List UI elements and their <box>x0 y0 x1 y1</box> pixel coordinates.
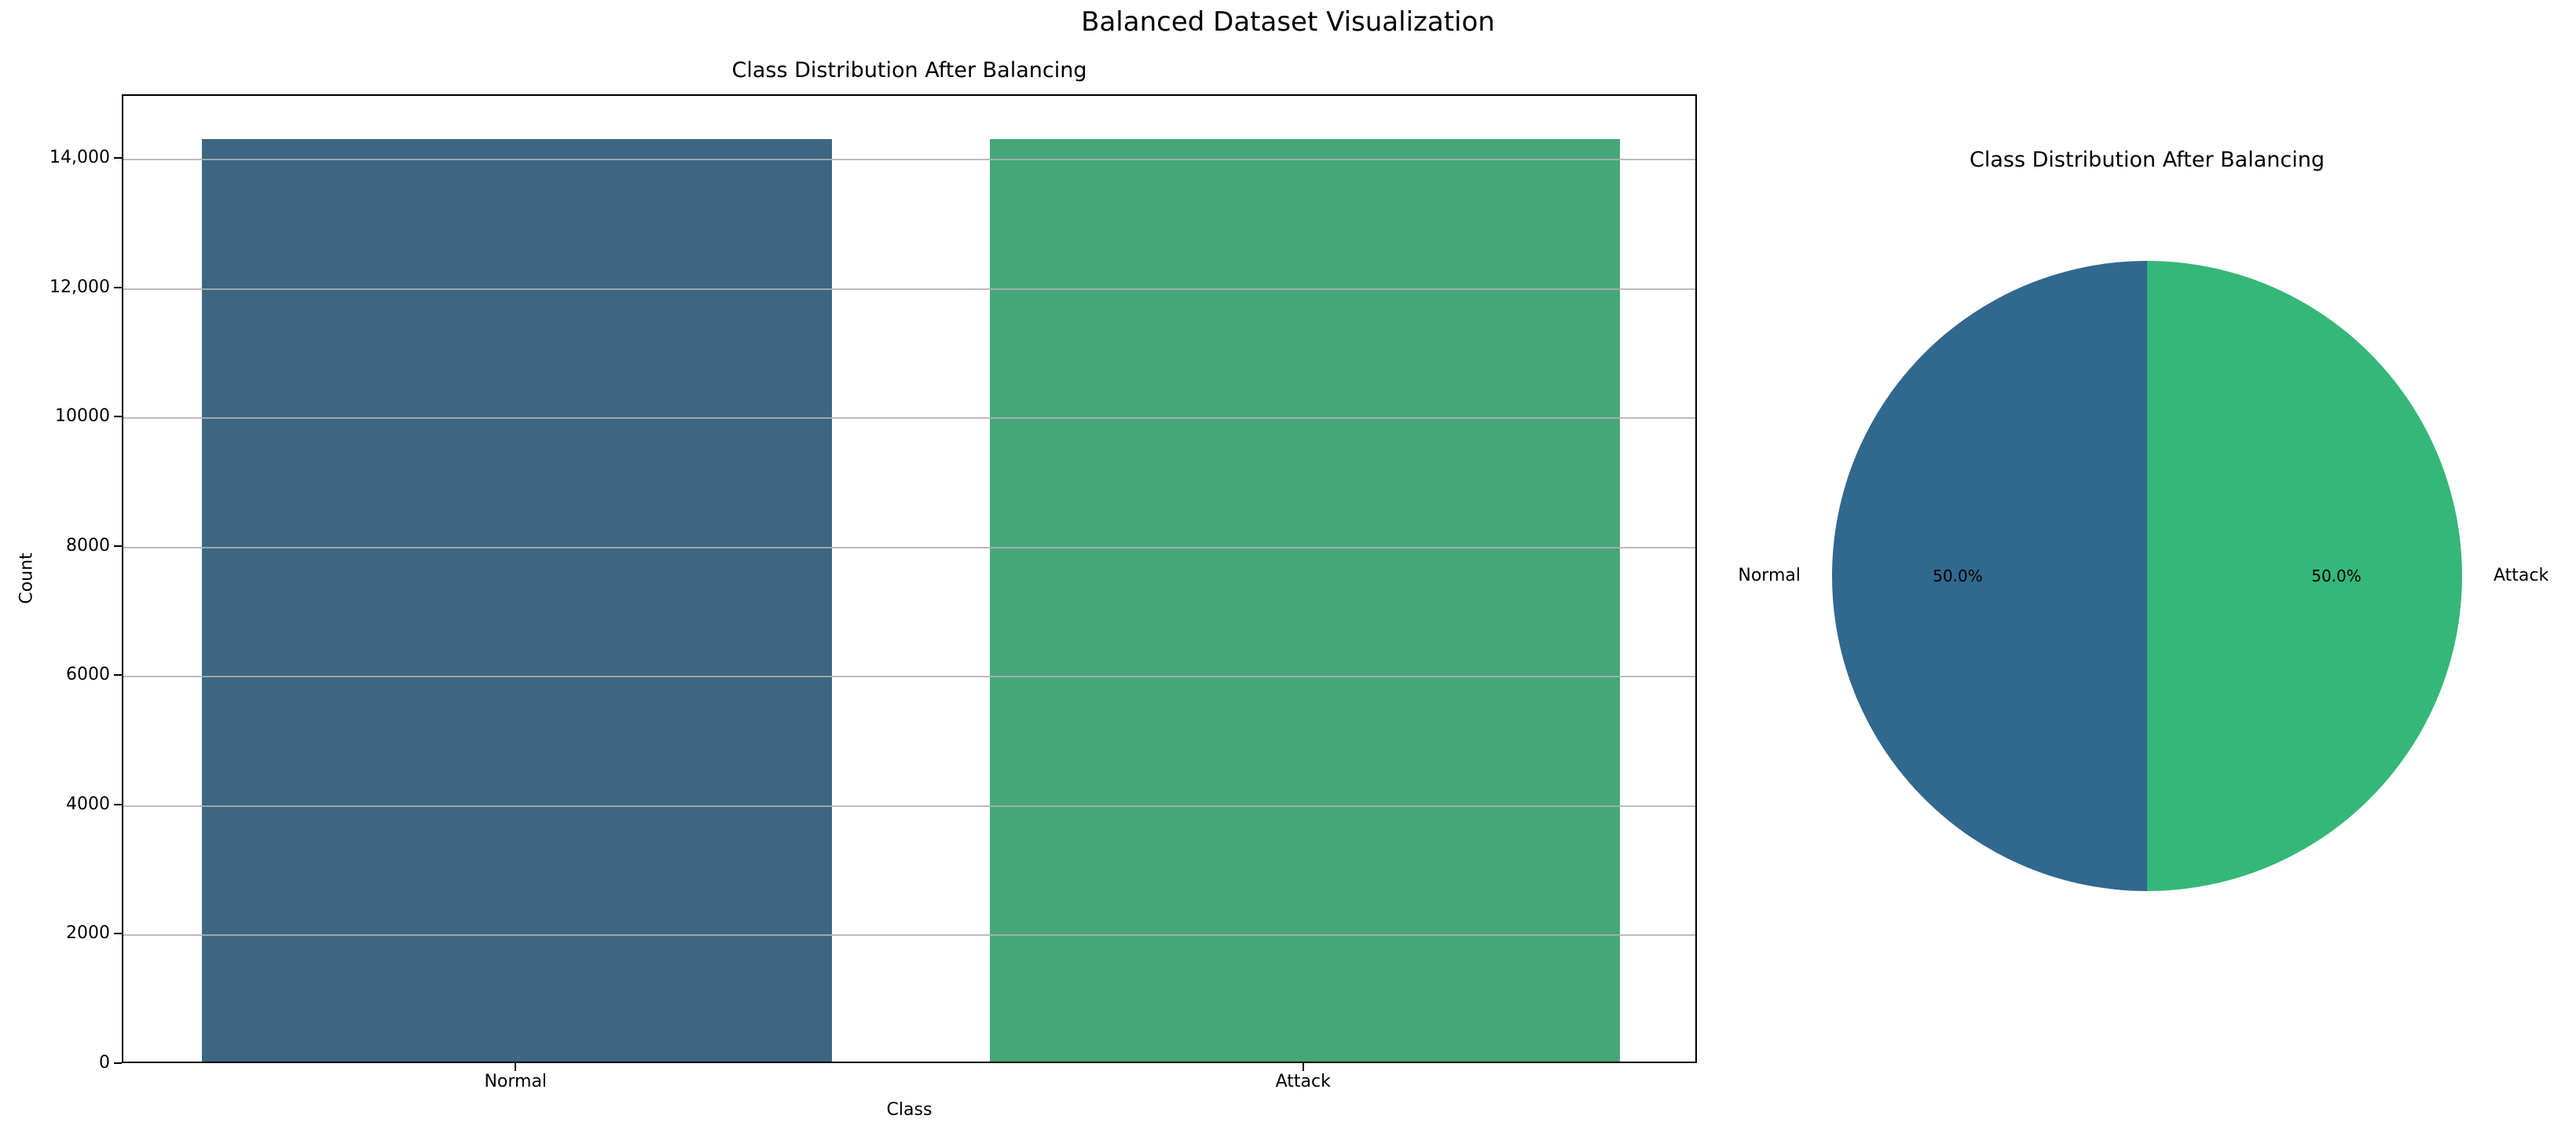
pie-label-normal: Normal <box>1738 566 1801 585</box>
gridline-y <box>123 934 1695 937</box>
y-tick-mark <box>114 674 122 677</box>
figure-suptitle: Balanced Dataset Visualization <box>1081 6 1495 38</box>
bar-chart-ylabel: Count <box>16 552 37 604</box>
y-tick-mark <box>114 157 122 160</box>
y-tick-label: 0 <box>99 1053 110 1073</box>
bar-chart-xlabel: Class <box>886 1100 933 1120</box>
y-tick-label: 8000 <box>66 535 110 556</box>
bar-normal <box>202 139 833 1062</box>
y-tick-label: 2000 <box>66 923 110 944</box>
y-tick-mark <box>114 1062 122 1064</box>
y-tick-label: 14,000 <box>49 148 110 168</box>
gridline-y <box>123 676 1695 678</box>
x-tick-label-normal: Normal <box>484 1072 548 1091</box>
y-tick-label: 6000 <box>66 665 110 685</box>
bar-chart-plot-area <box>122 94 1697 1063</box>
pie-percentage-normal: 50.0% <box>1933 567 1983 585</box>
y-tick-mark <box>114 416 122 418</box>
pie-chart <box>1832 261 2462 891</box>
y-tick-mark <box>114 545 122 547</box>
pie-label-attack: Attack <box>2494 566 2549 585</box>
gridline-y <box>123 546 1695 548</box>
y-tick-label: 4000 <box>66 794 110 814</box>
y-tick-mark <box>114 933 122 935</box>
y-tick-mark <box>114 286 122 288</box>
bar-chart-title: Class Distribution After Balancing <box>731 58 1087 83</box>
pie-percentage-attack: 50.0% <box>2311 567 2362 585</box>
gridline-y <box>123 159 1695 161</box>
x-tick-mark <box>1302 1063 1304 1071</box>
x-tick-mark <box>515 1063 517 1071</box>
gridline-y <box>123 417 1695 420</box>
pie-chart-title: Class Distribution After Balancing <box>1970 148 2325 172</box>
bar-attack <box>989 139 1620 1062</box>
gridline-y <box>123 288 1695 290</box>
y-tick-label: 12,000 <box>49 277 110 297</box>
x-tick-label-attack: Attack <box>1275 1072 1331 1091</box>
y-tick-label: 10000 <box>55 406 110 427</box>
y-tick-mark <box>114 803 122 805</box>
gridline-y <box>123 805 1695 807</box>
